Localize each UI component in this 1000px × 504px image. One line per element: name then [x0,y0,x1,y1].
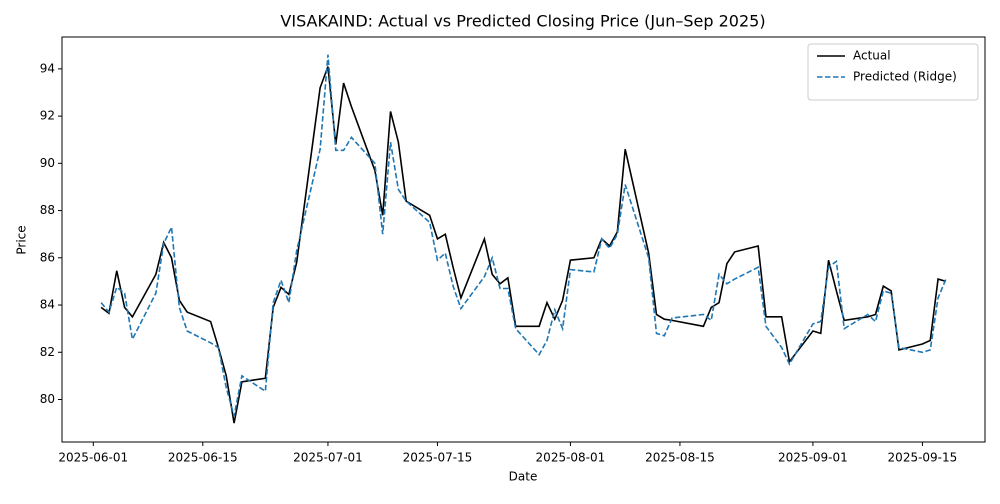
x-tick-label: 2025-06-01 [58,451,128,465]
y-tick-label: 84 [40,298,55,312]
y-tick-label: 80 [40,392,55,406]
chart-title: VISAKAIND: Actual vs Predicted Closing P… [280,12,765,31]
x-axis-label: Date [509,470,538,484]
x-tick-label: 2025-07-15 [403,451,473,465]
x-tick-label: 2025-08-15 [645,451,715,465]
y-tick-label: 92 [40,109,55,123]
x-tick-label: 2025-09-15 [888,451,958,465]
x-tick-label: 2025-07-01 [293,451,363,465]
series-line [100,54,947,417]
y-tick-label: 86 [40,250,55,264]
y-tick-label: 94 [40,61,55,75]
legend-box [807,43,979,101]
y-tick-label: 82 [40,345,55,359]
legend-label: Predicted (Ridge) [853,70,957,84]
x-tick-label: 2025-09-01 [778,451,848,465]
y-tick-label: 90 [40,156,55,170]
legend-label: Actual [853,49,891,63]
plot-frame [61,36,986,443]
x-tick-label: 2025-06-15 [168,451,238,465]
y-tick-label: 88 [40,203,55,217]
y-axis-label: Price [15,225,29,254]
series-line [100,66,947,424]
x-tick-label: 2025-08-01 [536,451,606,465]
